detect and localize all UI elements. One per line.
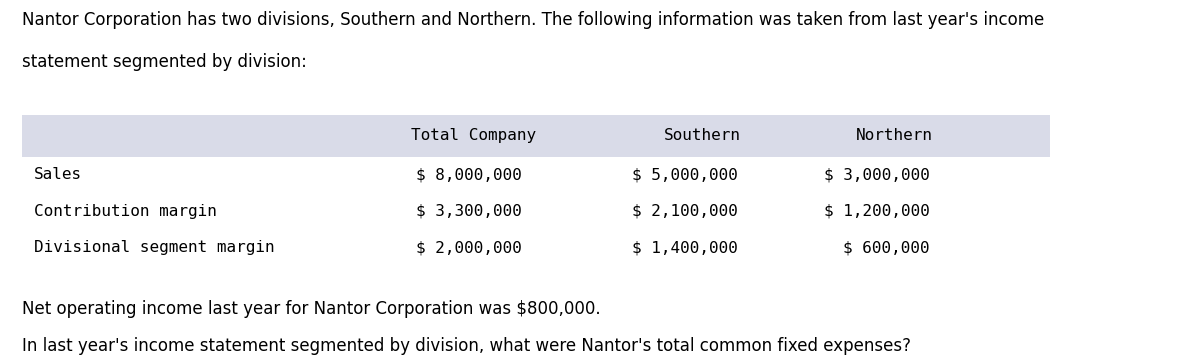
- Text: $ 600,000: $ 600,000: [844, 240, 930, 255]
- Text: In last year's income statement segmented by division, what were Nantor's total : In last year's income statement segmente…: [22, 337, 911, 355]
- Text: $ 2,100,000: $ 2,100,000: [632, 203, 738, 219]
- Text: Total Company: Total Company: [412, 128, 536, 143]
- Text: Contribution margin: Contribution margin: [34, 203, 216, 219]
- Text: Net operating income last year for Nantor Corporation was $800,000.: Net operating income last year for Nanto…: [22, 300, 600, 318]
- Text: $ 3,300,000: $ 3,300,000: [416, 203, 522, 219]
- Text: statement segmented by division:: statement segmented by division:: [22, 53, 306, 71]
- Text: $ 2,000,000: $ 2,000,000: [416, 240, 522, 255]
- Text: $ 1,200,000: $ 1,200,000: [824, 203, 930, 219]
- Text: Southern: Southern: [664, 128, 740, 143]
- Text: Nantor Corporation has two divisions, Southern and Northern. The following infor: Nantor Corporation has two divisions, So…: [22, 11, 1044, 29]
- Text: $ 5,000,000: $ 5,000,000: [632, 167, 738, 182]
- Text: Sales: Sales: [34, 167, 82, 182]
- FancyBboxPatch shape: [22, 115, 1050, 157]
- Text: Northern: Northern: [856, 128, 932, 143]
- Text: $ 8,000,000: $ 8,000,000: [416, 167, 522, 182]
- Text: Divisional segment margin: Divisional segment margin: [34, 240, 275, 255]
- Text: $ 1,400,000: $ 1,400,000: [632, 240, 738, 255]
- Text: $ 3,000,000: $ 3,000,000: [824, 167, 930, 182]
